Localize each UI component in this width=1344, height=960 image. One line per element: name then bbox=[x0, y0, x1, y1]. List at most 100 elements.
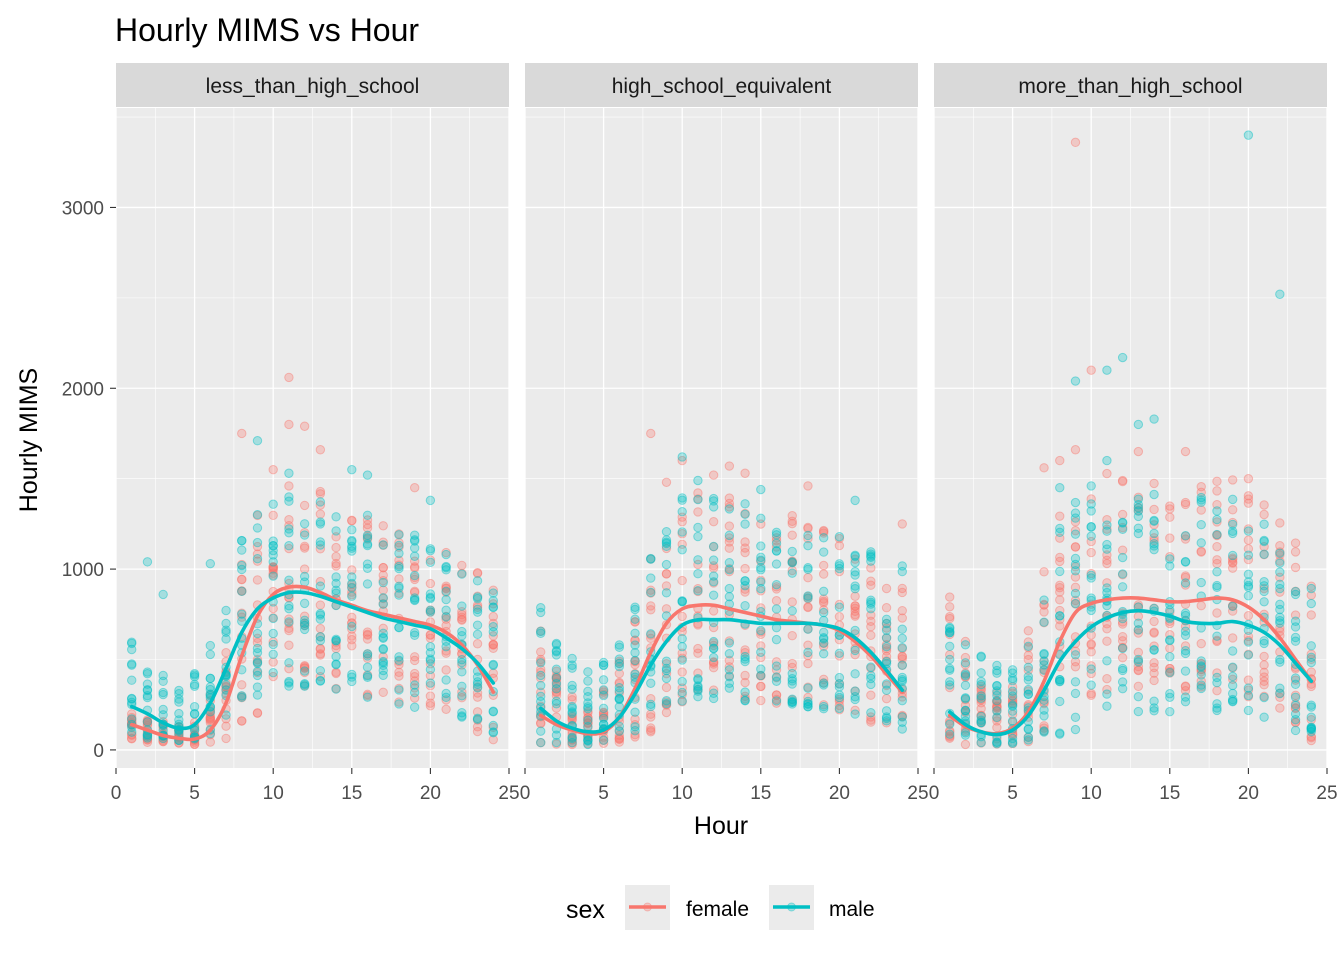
data-point bbox=[362, 692, 373, 702]
data-point bbox=[708, 606, 719, 616]
data-point bbox=[1275, 567, 1285, 577]
data-point bbox=[992, 681, 1002, 691]
data-point bbox=[693, 569, 703, 579]
data-point bbox=[960, 672, 971, 682]
data-point bbox=[803, 682, 813, 692]
data-point bbox=[866, 576, 876, 586]
data-point bbox=[378, 563, 388, 573]
data-point bbox=[646, 723, 656, 733]
data-point bbox=[1275, 654, 1285, 665]
data-point bbox=[425, 670, 436, 681]
legend-title: sex bbox=[566, 896, 605, 924]
data-point bbox=[189, 670, 200, 680]
data-point bbox=[1180, 499, 1191, 510]
data-point bbox=[598, 660, 609, 670]
data-point bbox=[425, 578, 436, 589]
facet-strip-label: less_than_high_school bbox=[206, 75, 420, 98]
data-point bbox=[394, 660, 404, 670]
data-point bbox=[1196, 662, 1206, 672]
data-point bbox=[315, 486, 326, 497]
data-point bbox=[1212, 486, 1222, 496]
data-point bbox=[158, 676, 168, 687]
data-point bbox=[724, 493, 735, 503]
data-point bbox=[614, 702, 625, 712]
data-point bbox=[1149, 662, 1159, 673]
data-point bbox=[441, 692, 451, 703]
data-point bbox=[834, 700, 845, 711]
data-point bbox=[724, 533, 735, 543]
data-point bbox=[551, 699, 562, 709]
data-point bbox=[205, 684, 216, 695]
data-point bbox=[1039, 463, 1049, 473]
data-point bbox=[834, 533, 845, 544]
data-point bbox=[630, 604, 640, 615]
data-point bbox=[268, 671, 278, 682]
data-point bbox=[960, 660, 971, 670]
data-point bbox=[252, 682, 263, 692]
data-point bbox=[945, 732, 955, 742]
data-point bbox=[1149, 706, 1159, 716]
data-point bbox=[818, 704, 829, 714]
data-point bbox=[299, 611, 310, 621]
data-point bbox=[583, 717, 593, 728]
y-tick-label: 2000 bbox=[62, 379, 104, 400]
data-point bbox=[866, 679, 876, 690]
data-point bbox=[708, 493, 719, 504]
data-point bbox=[536, 626, 546, 637]
data-point bbox=[1243, 635, 1254, 646]
data-point bbox=[850, 692, 860, 702]
data-point bbox=[677, 697, 687, 707]
x-tick-label: 5 bbox=[189, 783, 200, 804]
data-point bbox=[1149, 515, 1159, 526]
data-point bbox=[472, 600, 483, 610]
chart-title: Hourly MIMS vs Hour bbox=[115, 12, 419, 48]
data-point bbox=[945, 627, 955, 638]
x-tick-label: 10 bbox=[672, 783, 693, 804]
data-point bbox=[284, 678, 294, 688]
data-point bbox=[614, 642, 625, 653]
data-point bbox=[976, 703, 986, 714]
data-point bbox=[1055, 523, 1065, 534]
data-point bbox=[1086, 506, 1096, 516]
data-point bbox=[268, 613, 278, 624]
data-point bbox=[850, 669, 860, 679]
data-point bbox=[551, 679, 562, 689]
data-point bbox=[708, 657, 719, 667]
data-point bbox=[976, 691, 986, 702]
data-point bbox=[409, 483, 420, 493]
data-point bbox=[756, 552, 766, 563]
data-point bbox=[268, 545, 278, 556]
data-point bbox=[1133, 665, 1144, 676]
data-point bbox=[441, 612, 451, 622]
data-point bbox=[221, 714, 231, 724]
data-point bbox=[787, 557, 797, 567]
data-point bbox=[1055, 676, 1065, 686]
data-point bbox=[142, 667, 153, 677]
data-point bbox=[1212, 635, 1222, 645]
data-point bbox=[1149, 528, 1159, 539]
data-point bbox=[536, 628, 546, 638]
data-point bbox=[1196, 520, 1206, 530]
data-point bbox=[1117, 636, 1128, 646]
data-point bbox=[598, 686, 609, 696]
data-point bbox=[425, 592, 436, 603]
data-point bbox=[567, 737, 577, 748]
data-point bbox=[1275, 703, 1285, 713]
data-point bbox=[472, 602, 483, 612]
data-point bbox=[614, 668, 625, 679]
data-point bbox=[457, 614, 467, 625]
data-point bbox=[992, 696, 1002, 706]
data-point bbox=[127, 693, 137, 704]
data-point bbox=[1070, 559, 1081, 570]
data-point bbox=[881, 633, 892, 643]
data-point bbox=[409, 570, 420, 581]
data-point bbox=[1086, 573, 1096, 583]
data-point bbox=[1227, 697, 1238, 707]
data-point bbox=[1196, 538, 1206, 548]
data-point bbox=[1243, 580, 1254, 591]
data-point bbox=[1039, 656, 1049, 666]
data-point bbox=[472, 722, 483, 732]
data-point bbox=[708, 561, 719, 571]
data-point bbox=[724, 671, 735, 682]
data-point bbox=[1117, 475, 1128, 486]
